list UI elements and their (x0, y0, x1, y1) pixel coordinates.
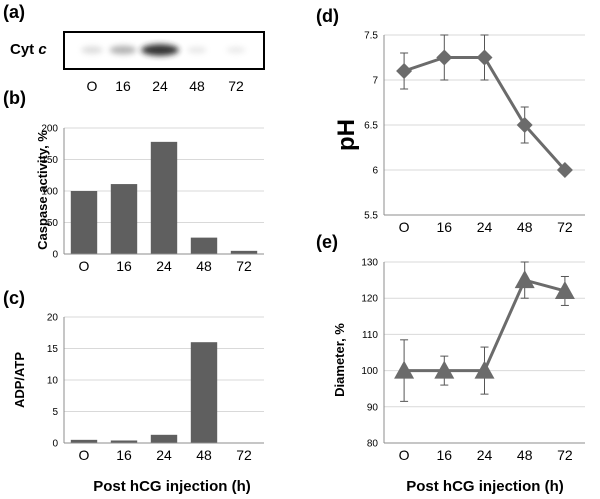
bar-72 (230, 250, 258, 254)
blot-band-3 (187, 46, 207, 54)
x-tick-label: 24 (477, 219, 493, 235)
panel-c-label: (c) (3, 288, 25, 308)
blot-category-3: 48 (189, 78, 205, 94)
bar-16 (110, 440, 138, 443)
y-tick-label: 5 (52, 407, 58, 418)
panel-b-ylabel: Caspase activity, % (35, 130, 50, 250)
y-tick-label: 0 (52, 250, 58, 261)
y-tick-label: 7 (372, 76, 378, 87)
panel-d-ylabel: pH (333, 119, 360, 151)
y-tick-label: 0 (52, 439, 58, 450)
point-O (394, 360, 415, 379)
x-tick-label: 16 (116, 447, 132, 463)
x-tick-label: O (79, 258, 90, 274)
y-tick-label: 120 (361, 294, 378, 305)
y-tick-label: 100 (361, 366, 378, 377)
x-tick-label: 24 (156, 258, 172, 274)
x-tick-label: 72 (236, 258, 252, 274)
x-tick-label: O (79, 447, 90, 463)
y-tick-label: 200 (41, 124, 58, 135)
x-tick-label: 48 (517, 447, 533, 463)
point-48 (516, 117, 533, 133)
y-tick-label: 50 (47, 218, 59, 229)
bar-24 (150, 434, 178, 443)
x-tick-label: 24 (477, 447, 493, 463)
panel-c-plot: 0 5 10 15 20 O 16 24 48 72 (47, 313, 264, 463)
point-24 (474, 360, 495, 379)
panel-e-xlabel: Post hCG injection (h) (406, 478, 564, 495)
bar-48 (190, 342, 218, 443)
panel-d: (d) pH 5.5 6 6.5 7 7.5 O 16 24 48 72 (316, 6, 585, 235)
blot-label: Cyt c (10, 41, 47, 58)
panel-b-label: (b) (3, 88, 26, 108)
y-tick-label: 90 (367, 402, 379, 413)
x-tick-label: 48 (517, 219, 533, 235)
panel-d-plot: 5.5 6 6.5 7 7.5 O 16 24 48 72 (364, 31, 585, 235)
panel-e: (e) Diameter, % 80 90 100 110 120 130 O 16 24 48 7… (316, 232, 585, 495)
panel-c-xlabel: Post hCG injection (h) (93, 478, 251, 495)
x-tick-label: 48 (196, 258, 212, 274)
panel-d-label: (d) (316, 6, 339, 26)
x-tick-label: 72 (236, 447, 252, 463)
panel-e-plot: 80 90 100 110 120 130 O 16 24 48 72 (361, 258, 585, 463)
panel-b: (b) Caspase activity, % 0 50 100 150 200 O 16 2… (3, 88, 264, 274)
x-tick-label: 72 (557, 447, 573, 463)
x-tick-label: 48 (196, 447, 212, 463)
y-tick-label: 80 (367, 439, 379, 450)
x-tick-label: O (399, 219, 410, 235)
panel-e-ylabel: Diameter, % (332, 323, 347, 397)
x-tick-label: 16 (437, 219, 453, 235)
y-tick-label: 6 (372, 166, 378, 177)
point-O (396, 63, 413, 79)
blot-category-2: 24 (152, 78, 168, 94)
blot-category-4: 72 (228, 78, 244, 94)
y-tick-label: 10 (47, 376, 59, 387)
bar-48 (190, 237, 218, 254)
y-tick-label: 110 (362, 330, 378, 341)
blot-category-1: 16 (115, 78, 131, 94)
y-tick-label: 5.5 (364, 211, 378, 222)
x-tick-label: 16 (437, 447, 453, 463)
y-tick-label: 7.5 (364, 31, 378, 42)
point-48 (514, 270, 535, 289)
point-16 (436, 49, 453, 66)
point-16 (434, 360, 455, 379)
y-tick-label: 20 (47, 313, 59, 324)
blot-band-4 (226, 46, 246, 54)
blot-label-italic: c (38, 41, 47, 58)
x-tick-label: 16 (116, 258, 132, 274)
bar-16 (110, 184, 138, 254)
y-tick-label: 130 (361, 258, 378, 269)
blot-band-2 (141, 44, 179, 56)
y-tick-label: 15 (47, 344, 59, 355)
blot-band-1 (109, 45, 137, 55)
point-72 (556, 162, 573, 178)
x-tick-label: O (399, 447, 410, 463)
bar-O (70, 439, 98, 443)
panel-e-label: (e) (316, 232, 338, 252)
panel-a: (a) Cyt c O 16 24 48 72 (3, 2, 265, 94)
point-24 (476, 49, 493, 66)
blot-label-main: Cyt (10, 41, 34, 58)
blot-category-labels: O 16 24 48 72 (87, 78, 244, 94)
y-tick-label: 6.5 (364, 121, 378, 132)
blot-band-0 (81, 46, 103, 54)
panel-b-plot: 0 50 100 150 200 O 16 24 48 72 (41, 124, 264, 274)
x-tick-label: 72 (557, 219, 573, 235)
panel-a-label: (a) (3, 2, 25, 22)
point-72 (554, 280, 575, 299)
bar-24 (150, 141, 178, 254)
x-tick-label: 24 (156, 447, 172, 463)
y-tick-label: 150 (41, 155, 58, 166)
blot-bands (81, 44, 246, 56)
bar-O (70, 191, 98, 254)
blot-category-0: O (87, 78, 98, 94)
panel-c-ylabel: ADP/ATP (12, 352, 27, 408)
panel-c: (c) ADP/ATP 0 5 10 15 20 O 16 24 48 72 Post hCG i… (3, 288, 264, 495)
y-tick-label: 100 (41, 187, 58, 198)
